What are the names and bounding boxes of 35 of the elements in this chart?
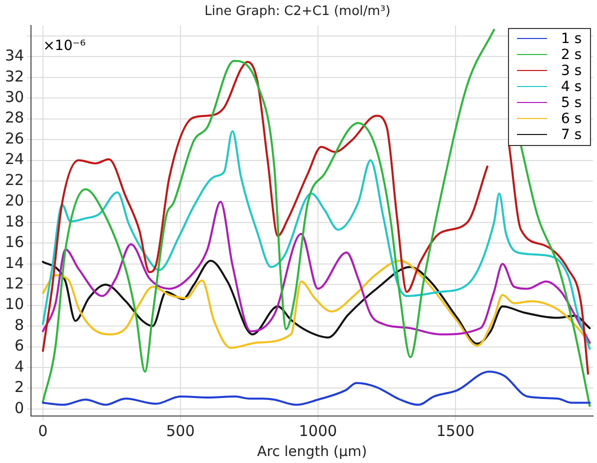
legend-label: 7 s: [561, 126, 582, 143]
x-axis-title: Arc length (µm): [257, 444, 367, 460]
y-tick-label: 20: [4, 192, 24, 210]
y-tick-label: 6: [14, 336, 24, 355]
legend-label: 2 s: [561, 46, 582, 63]
line-series: [42, 200, 591, 344]
y-tick-label: 12: [4, 274, 24, 293]
y-tick-label: 34: [4, 46, 24, 65]
line-series: [42, 370, 591, 406]
line-series: [42, 130, 591, 350]
y-tick-label: 28: [4, 108, 24, 127]
legend-label: 6 s: [561, 110, 582, 127]
legend-label: 4 s: [561, 78, 582, 95]
x-tick-label: 1000: [298, 422, 338, 440]
chart-title: Line Graph: C2+C1 (mol/m³): [204, 4, 390, 20]
y-tick-label: 2: [14, 378, 24, 396]
y-tick-label: 8: [14, 316, 24, 334]
y-tick-label: 18: [4, 212, 24, 230]
y-tick-label: 4: [14, 357, 24, 376]
y-tick-label: 0: [14, 398, 24, 417]
legend-label: 3 s: [561, 62, 582, 79]
x-tick-label: 0: [38, 422, 48, 440]
y-tick-label: 26: [4, 129, 24, 148]
y-tick-label: 16: [4, 233, 24, 252]
legend-label: 5 s: [561, 94, 582, 111]
y-tick-label: 24: [4, 150, 24, 168]
y-tick-label: 10: [4, 295, 24, 314]
y-tick-label: 22: [4, 170, 24, 189]
annotation: ×10⁻⁶: [43, 38, 86, 54]
y-tick-label: 14: [4, 254, 24, 272]
y-tick-label: 30: [4, 88, 24, 106]
legend-label: 1 s: [561, 30, 582, 47]
x-tick-label: 500: [166, 422, 195, 440]
x-tick-label: 1500: [436, 422, 475, 440]
y-tick-label: 32: [4, 67, 24, 86]
